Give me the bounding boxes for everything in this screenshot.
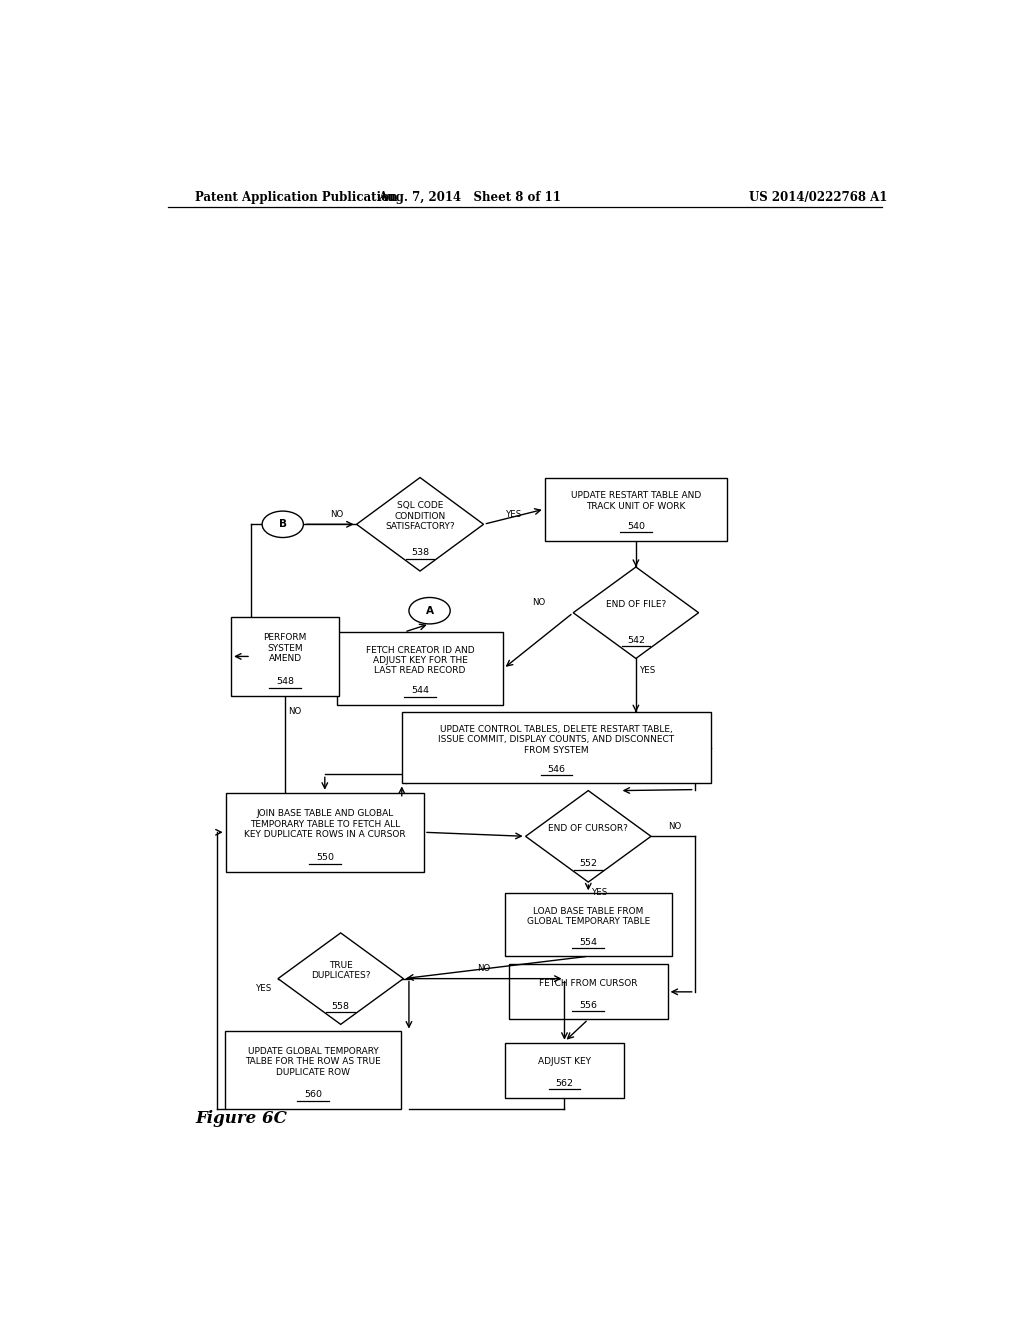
Text: YES: YES — [256, 985, 271, 993]
Text: Aug. 7, 2014   Sheet 8 of 11: Aug. 7, 2014 Sheet 8 of 11 — [378, 190, 561, 203]
Text: 560: 560 — [304, 1090, 322, 1100]
Text: SQL CODE
CONDITION
SATISFACTORY?: SQL CODE CONDITION SATISFACTORY? — [385, 502, 455, 531]
Text: UPDATE GLOBAL TEMPORARY
TALBE FOR THE ROW AS TRUE
DUPLICATE ROW: UPDATE GLOBAL TEMPORARY TALBE FOR THE RO… — [245, 1047, 381, 1077]
Text: YES: YES — [506, 510, 522, 519]
Text: YES: YES — [640, 667, 656, 675]
Text: LOAD BASE TABLE FROM
GLOBAL TEMPORARY TABLE: LOAD BASE TABLE FROM GLOBAL TEMPORARY TA… — [526, 907, 650, 927]
Text: A: A — [426, 606, 433, 615]
Ellipse shape — [262, 511, 303, 537]
Text: 556: 556 — [580, 1001, 597, 1010]
Text: 546: 546 — [548, 764, 565, 774]
FancyBboxPatch shape — [401, 713, 712, 784]
Ellipse shape — [409, 598, 451, 624]
Text: Patent Application Publication: Patent Application Publication — [196, 190, 398, 203]
Text: FETCH CREATOR ID AND
ADJUST KEY FOR THE
LAST READ RECORD: FETCH CREATOR ID AND ADJUST KEY FOR THE … — [366, 645, 474, 676]
Text: NO: NO — [330, 510, 343, 519]
Text: 558: 558 — [332, 1002, 349, 1011]
Text: 562: 562 — [555, 1078, 573, 1088]
Text: 552: 552 — [580, 859, 597, 869]
Text: NO: NO — [288, 706, 301, 715]
Text: 554: 554 — [580, 937, 597, 946]
FancyBboxPatch shape — [231, 616, 339, 696]
Text: END OF FILE?: END OF FILE? — [606, 601, 666, 609]
FancyBboxPatch shape — [225, 1031, 401, 1109]
Text: TRUE
DUPLICATES?: TRUE DUPLICATES? — [311, 961, 371, 981]
Text: B: B — [279, 519, 287, 529]
FancyBboxPatch shape — [545, 478, 727, 541]
FancyBboxPatch shape — [225, 792, 424, 873]
Text: UPDATE RESTART TABLE AND
TRACK UNIT OF WORK: UPDATE RESTART TABLE AND TRACK UNIT OF W… — [570, 491, 701, 511]
Text: 542: 542 — [627, 636, 645, 644]
Text: 540: 540 — [627, 521, 645, 531]
Text: US 2014/0222768 A1: US 2014/0222768 A1 — [750, 190, 888, 203]
Text: FETCH FROM CURSOR: FETCH FROM CURSOR — [539, 979, 638, 989]
FancyBboxPatch shape — [337, 632, 504, 705]
Text: YES: YES — [592, 888, 608, 896]
Text: NO: NO — [669, 821, 681, 830]
Text: 550: 550 — [315, 853, 334, 862]
Text: 548: 548 — [276, 677, 294, 686]
FancyBboxPatch shape — [505, 894, 672, 956]
Text: PERFORM
SYSTEM
AMEND: PERFORM SYSTEM AMEND — [263, 634, 307, 663]
Text: Figure 6C: Figure 6C — [196, 1110, 288, 1127]
Polygon shape — [525, 791, 651, 882]
Text: ADJUST KEY: ADJUST KEY — [538, 1057, 591, 1067]
Text: 544: 544 — [411, 686, 429, 696]
Text: NO: NO — [531, 598, 545, 607]
Polygon shape — [278, 933, 403, 1024]
Polygon shape — [573, 568, 698, 659]
Text: 538: 538 — [411, 548, 429, 557]
Text: UPDATE CONTROL TABLES, DELETE RESTART TABLE,
ISSUE COMMIT, DISPLAY COUNTS, AND D: UPDATE CONTROL TABLES, DELETE RESTART TA… — [438, 725, 675, 755]
FancyBboxPatch shape — [505, 1043, 624, 1097]
Text: END OF CURSOR?: END OF CURSOR? — [548, 824, 629, 833]
Text: NO: NO — [477, 964, 490, 973]
FancyBboxPatch shape — [509, 965, 668, 1019]
Text: JOIN BASE TABLE AND GLOBAL
TEMPORARY TABLE TO FETCH ALL
KEY DUPLICATE ROWS IN A : JOIN BASE TABLE AND GLOBAL TEMPORARY TAB… — [244, 809, 406, 840]
Polygon shape — [356, 478, 483, 572]
